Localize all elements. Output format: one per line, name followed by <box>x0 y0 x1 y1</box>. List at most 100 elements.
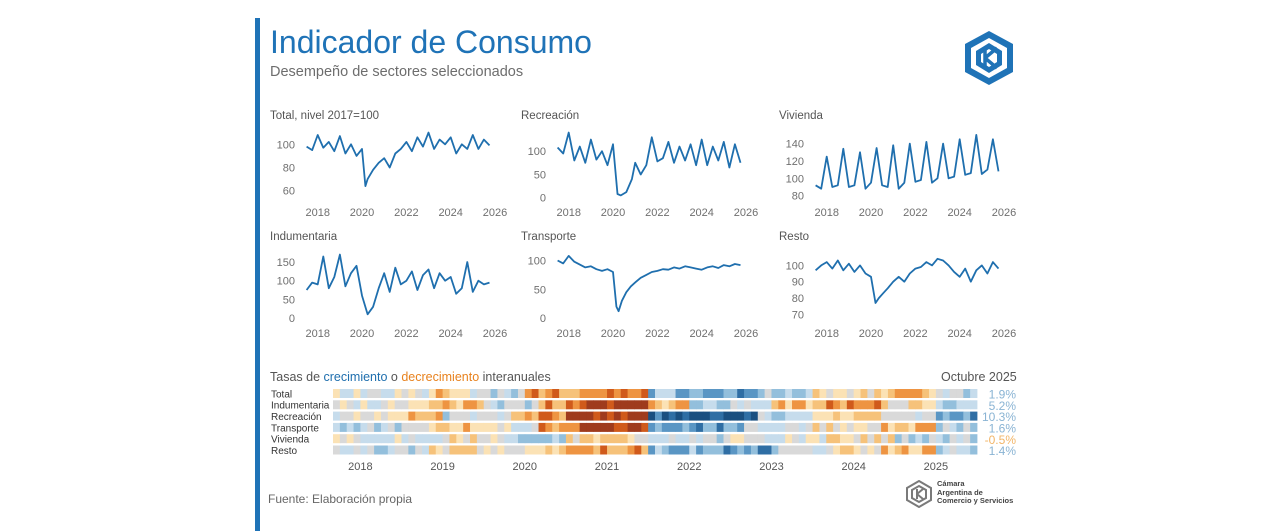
heatmap-cell <box>367 389 375 398</box>
heatmap-cell <box>483 422 491 432</box>
heatmap-cell <box>737 411 745 421</box>
heatmap-cell <box>524 389 533 398</box>
heatmap-cell <box>641 422 649 432</box>
heatmap-cell <box>744 389 752 398</box>
heatmap-cell <box>655 411 663 421</box>
heatmap-cell <box>839 400 848 410</box>
heatmap-cell <box>346 445 354 455</box>
y-tick-label: 100 <box>786 260 804 272</box>
heatmap-cell <box>531 400 539 410</box>
heatmap-cell <box>586 411 594 421</box>
heatmap-cell <box>819 400 827 410</box>
heatmap-cell <box>504 400 512 410</box>
heatmap-cell <box>627 434 635 444</box>
heatmap-cell <box>408 422 416 432</box>
heatmap-cell <box>709 411 718 421</box>
heatmap-cell <box>655 422 663 432</box>
heatmap-cell <box>353 389 361 398</box>
x-tick-label: 2026 <box>483 207 507 219</box>
heading-growth-word: crecimiento <box>323 370 388 384</box>
series-line <box>306 131 491 187</box>
heatmap-cell <box>929 400 937 410</box>
heatmap-cell <box>346 411 354 421</box>
heatmap-cell <box>456 422 464 432</box>
heatmap-cell <box>826 422 834 432</box>
heatmap-cell <box>538 445 546 455</box>
growth-heatmap: Total 1.9% Indumentaria 5.2% Recreación 10.3%… <box>271 388 1016 473</box>
heatmap-cell <box>723 400 731 410</box>
heatmap-cell <box>750 411 759 421</box>
y-tick-label: 100 <box>277 139 295 151</box>
heatmap-cell <box>511 434 519 444</box>
heatmap-cell <box>339 445 348 455</box>
heatmap-cell <box>655 389 663 398</box>
heatmap-cell <box>641 389 649 398</box>
heatmap-cell <box>517 445 526 455</box>
heatmap-cell <box>894 434 903 444</box>
heatmap-cell <box>696 422 704 432</box>
heatmap-cell <box>401 411 409 421</box>
heatmap-cell <box>716 400 724 410</box>
heatmap-cell <box>737 422 745 432</box>
heatmap-cell <box>956 389 964 398</box>
heatmap-cell <box>894 400 903 410</box>
heatmap-cell <box>833 445 841 455</box>
heatmap-cell <box>689 389 697 398</box>
heatmap-cell <box>819 389 827 398</box>
heatmap-cell <box>497 411 505 421</box>
heatmap-cell <box>497 422 505 432</box>
heatmap-cell <box>524 400 533 410</box>
heatmap-cell <box>346 389 354 398</box>
heatmap-cell <box>819 434 827 444</box>
heatmap-cell <box>887 422 896 432</box>
heatmap-cell <box>333 434 341 444</box>
heatmap-cell <box>648 400 656 410</box>
heatmap-cell <box>504 411 512 421</box>
heatmap-cell <box>846 389 855 398</box>
heatmap-cell <box>565 400 574 410</box>
heatmap-cell <box>805 422 813 432</box>
heatmap-cell <box>874 434 882 444</box>
heatmap-year-label: 2025 <box>924 461 948 473</box>
heatmap-cell <box>853 400 861 410</box>
heatmap-cell <box>867 389 875 398</box>
y-tick-label: 150 <box>277 257 295 269</box>
heatmap-cell <box>723 434 731 444</box>
camara-logo: Cámara Argentina de Comercio y Servicios <box>905 476 1025 516</box>
heatmap-cell <box>929 434 937 444</box>
heatmap-cell <box>408 434 416 444</box>
heatmap-cell <box>524 411 533 421</box>
heatmap-cell <box>339 389 348 398</box>
heatmap-row-label: Indumentaria <box>271 401 330 412</box>
x-tick-label: 2020 <box>859 207 883 219</box>
heatmap-cell <box>531 411 539 421</box>
heatmap-cell <box>922 422 930 432</box>
heatmap-cell <box>956 400 964 410</box>
chart-title-resto: Resto <box>779 231 810 243</box>
y-tick-label: 0 <box>289 313 295 325</box>
series-line <box>815 133 1000 190</box>
heatmap-cell <box>874 400 882 410</box>
heatmap-cell <box>737 445 745 455</box>
heatmap-cell <box>470 445 478 455</box>
heatmap-cell <box>881 400 889 410</box>
heatmap-cell <box>641 434 649 444</box>
heatmap-cell <box>805 445 813 455</box>
y-tick-label: 120 <box>786 156 804 168</box>
y-tick-label: 100 <box>277 276 295 288</box>
heatmap-cell <box>956 422 964 432</box>
heatmap-month: Octubre 2025 <box>941 370 1017 384</box>
heatmap-cell <box>504 422 512 432</box>
heatmap-cell <box>901 400 909 410</box>
heatmap-cell <box>778 422 786 432</box>
heatmap-cell <box>785 422 793 432</box>
heatmap-cell <box>559 422 567 432</box>
y-tick-label: 0 <box>540 193 546 205</box>
heatmap-cell <box>935 411 944 421</box>
heatmap-cell <box>771 434 779 444</box>
heatmap-cell <box>908 400 916 410</box>
heatmap-cell <box>764 445 772 455</box>
heatmap-cell <box>922 434 930 444</box>
heatmap-cell <box>545 400 553 410</box>
heatmap-cell <box>833 434 841 444</box>
